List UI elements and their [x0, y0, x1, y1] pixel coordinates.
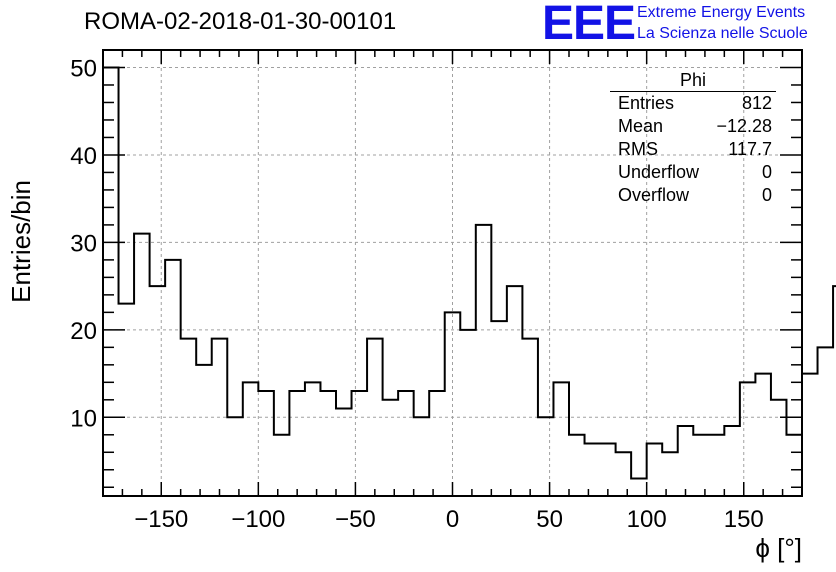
y-tick-label: 40 — [70, 143, 97, 170]
stats-row-mean: Mean −12.28 — [610, 115, 776, 138]
stats-label: Underflow — [618, 162, 700, 182]
y-tick-label: 30 — [70, 230, 97, 257]
stats-value: 0 — [761, 162, 772, 182]
stats-row-rms: RMS 117.7 — [610, 138, 776, 161]
run-title: ROMA-02-2018-01-30-00101 — [84, 8, 397, 35]
stats-value: 117.7 — [728, 139, 772, 159]
y-tick-label: 20 — [70, 318, 97, 345]
stats-row-overflow: Overflow 0 — [610, 184, 776, 207]
x-tick-label: −150 — [134, 506, 188, 533]
stats-row-underflow: Underflow 0 — [610, 161, 776, 184]
stats-box: Phi Entries 812 Mean −12.28 RMS 117.7 Un… — [610, 70, 776, 207]
stats-value: −12.28 — [716, 116, 772, 136]
y-tick-label: 50 — [70, 55, 97, 82]
stats-label: RMS — [618, 139, 658, 159]
stats-label: Entries — [618, 93, 675, 113]
x-tick-label: 150 — [724, 506, 764, 533]
plot-frame — [102, 49, 803, 497]
histogram-line — [103, 66, 836, 480]
x-tick-label: −100 — [231, 506, 285, 533]
eee-logo: EEE — [542, 0, 636, 50]
y-tick-label: 10 — [70, 405, 97, 432]
stats-title: Phi — [610, 70, 776, 92]
stats-label: Mean — [618, 116, 664, 136]
logo-tagline-2: La Scienza nelle Scuole — [637, 25, 808, 42]
x-axis-label: ϕ [°] — [755, 533, 802, 563]
x-tick-label: 50 — [536, 506, 563, 533]
stats-value: 0 — [761, 185, 772, 205]
x-tick-label: 0 — [446, 506, 459, 533]
stats-row-entries: Entries 812 — [610, 92, 776, 115]
logo-tagline-1: Extreme Energy Events — [637, 4, 806, 21]
x-tick-label: 100 — [627, 506, 667, 533]
stats-label: Overflow — [618, 185, 690, 205]
y-axis-label: Entries/bin — [6, 180, 36, 303]
stats-value: 812 — [741, 93, 772, 113]
x-tick-label: −50 — [335, 506, 376, 533]
